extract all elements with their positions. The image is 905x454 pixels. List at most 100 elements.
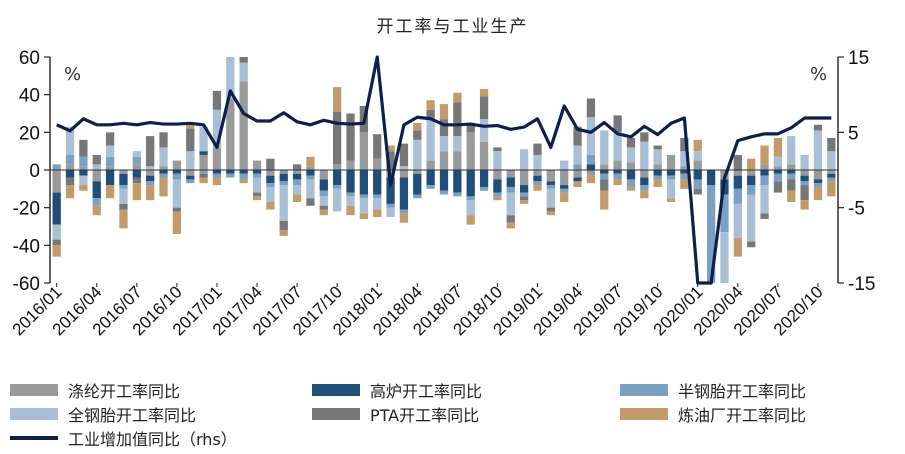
bar-3-2016-07 xyxy=(132,151,141,157)
bar-1-2020-04 xyxy=(733,175,742,189)
bar-3-2019-01 xyxy=(533,154,542,170)
bar-3-2020-10 xyxy=(813,130,823,170)
bar-1-2019-07 xyxy=(613,170,622,174)
bar-5-2016-10 xyxy=(172,211,182,235)
bar-0-2016-11 xyxy=(186,170,195,176)
left-tick-label: -20 xyxy=(13,199,40,220)
bar-0-2019-07 xyxy=(613,160,622,170)
bar-3-2017-02 xyxy=(226,57,235,99)
bar-4-2019-06 xyxy=(600,179,609,191)
bar-3-2016-05 xyxy=(105,145,115,157)
bar-4-2017-08 xyxy=(306,198,315,206)
legend-swatch-pta xyxy=(312,408,360,420)
bar-1-2020-09 xyxy=(800,175,809,182)
bar-2-2020-05 xyxy=(747,185,756,195)
bar-3-2016-09 xyxy=(159,147,168,167)
bar-1-2019-05 xyxy=(586,164,596,170)
bar-5-2020-08 xyxy=(787,190,796,203)
bar-0-2018-01 xyxy=(373,158,382,170)
bar-5-2018-10 xyxy=(493,196,502,201)
bar-5-2019-10 xyxy=(653,179,662,187)
bar-4-2017-09 xyxy=(319,205,328,210)
bar-1-2017-11 xyxy=(346,170,355,193)
bar-4-2018-05 xyxy=(426,109,435,120)
bar-3-2017-09 xyxy=(319,196,328,206)
bar-2-2020-08 xyxy=(787,173,796,180)
bar-2-2016-01 xyxy=(52,164,61,170)
bar-1-2018-07 xyxy=(453,170,462,193)
bar-1-2017-07 xyxy=(292,173,302,180)
bar-3-2016-08 xyxy=(146,166,155,170)
bar-5-2019-06 xyxy=(600,190,609,210)
bar-3-2020-04 xyxy=(733,203,742,238)
left-unit-label: % xyxy=(64,64,81,85)
bar-1-2019-04 xyxy=(573,177,582,182)
bar-2-2017-09 xyxy=(319,190,328,197)
bar-4-2019-07 xyxy=(613,115,622,133)
bar-4-2020-11 xyxy=(827,137,836,152)
left-tick-label: -40 xyxy=(13,236,40,257)
bar-3-2020-05 xyxy=(747,194,756,242)
bar-0-2019-02 xyxy=(546,170,555,182)
bar-2-2018-02 xyxy=(386,203,395,208)
bar-0-2020-06 xyxy=(760,164,769,170)
bar-0-2018-07 xyxy=(453,151,462,170)
bar-5-2017-06 xyxy=(279,230,288,236)
bar-0-2016-10 xyxy=(172,160,182,170)
bar-5-2018-07 xyxy=(453,92,462,103)
bar-4-2016-07 xyxy=(132,177,141,184)
bar-4-2019-05 xyxy=(586,98,596,118)
bar-3-2019-06 xyxy=(600,130,609,165)
bar-2-2016-10 xyxy=(172,173,182,180)
bar-5-2016-09 xyxy=(159,177,168,197)
bar-2-2017-12 xyxy=(359,194,368,199)
bar-1-2017-04 xyxy=(252,170,262,174)
bar-1-2016-02 xyxy=(65,170,75,178)
legend-label-blast-furnace: 高炉开工率同比 xyxy=(370,382,483,401)
left-tick-label: 20 xyxy=(19,123,40,144)
bar-5-2017-09 xyxy=(319,209,328,216)
bar-0-2016-02 xyxy=(65,164,75,170)
bar-1-2016-07 xyxy=(132,170,141,178)
bar-0-2017-04 xyxy=(252,160,262,170)
bar-0-2016-05 xyxy=(105,166,115,170)
bar-0-2016-01 xyxy=(52,170,61,193)
bar-3-2017-05 xyxy=(266,186,275,203)
chart-svg: 6040200-20-40-60155-5-152016/012016/0420… xyxy=(9,48,876,339)
bar-1-2020-02 xyxy=(706,170,716,186)
bar-1-2018-12 xyxy=(520,185,529,193)
bar-0-2019-12 xyxy=(680,166,689,170)
bar-1-2018-03 xyxy=(399,177,409,210)
legend-label-semi-steel-tire: 半钢胎开工率同比 xyxy=(678,382,807,401)
bar-3-2017-12 xyxy=(359,198,368,214)
bar-1-2019-09 xyxy=(640,177,649,186)
bar-5-2016-08 xyxy=(146,185,155,201)
bar-2-2020-10 xyxy=(813,183,823,187)
right-tick-label: -5 xyxy=(848,199,865,220)
bar-0-2018-03 xyxy=(399,170,409,178)
bar-0-2018-05 xyxy=(426,160,435,170)
bar-5-2019-04 xyxy=(573,181,582,187)
bar-4-2016-11 xyxy=(186,128,195,152)
bar-1-2016-03 xyxy=(79,170,88,176)
bar-3-2016-04 xyxy=(92,164,101,170)
legend-label-pta: PTA开工率同比 xyxy=(370,406,480,425)
bar-0-2019-04 xyxy=(573,170,582,178)
bar-3-2019-10 xyxy=(653,149,662,165)
bar-2-2018-06 xyxy=(439,190,449,195)
bar-2-2019-08 xyxy=(626,179,636,187)
bar-1-2020-06 xyxy=(760,170,769,176)
bar-5-2016-06 xyxy=(119,209,128,229)
bar-0-2016-06 xyxy=(119,170,128,174)
legend-item-refinery: 炼油厂开工率同比 xyxy=(620,402,806,426)
bar-1-2018-11 xyxy=(506,177,515,187)
bar-5-2016-04 xyxy=(92,205,101,216)
bar-1-2020-11 xyxy=(827,173,836,178)
bar-5-2017-04 xyxy=(252,196,262,201)
bar-2-2016-02 xyxy=(65,154,75,165)
bar-3-2020-01 xyxy=(693,151,702,161)
bar-2-2020-02 xyxy=(706,185,716,283)
legend-label-polyester: 涤纶开工率同比 xyxy=(68,382,181,401)
bar-3-2018-04 xyxy=(413,139,422,170)
right-tick-label: 15 xyxy=(848,48,869,69)
